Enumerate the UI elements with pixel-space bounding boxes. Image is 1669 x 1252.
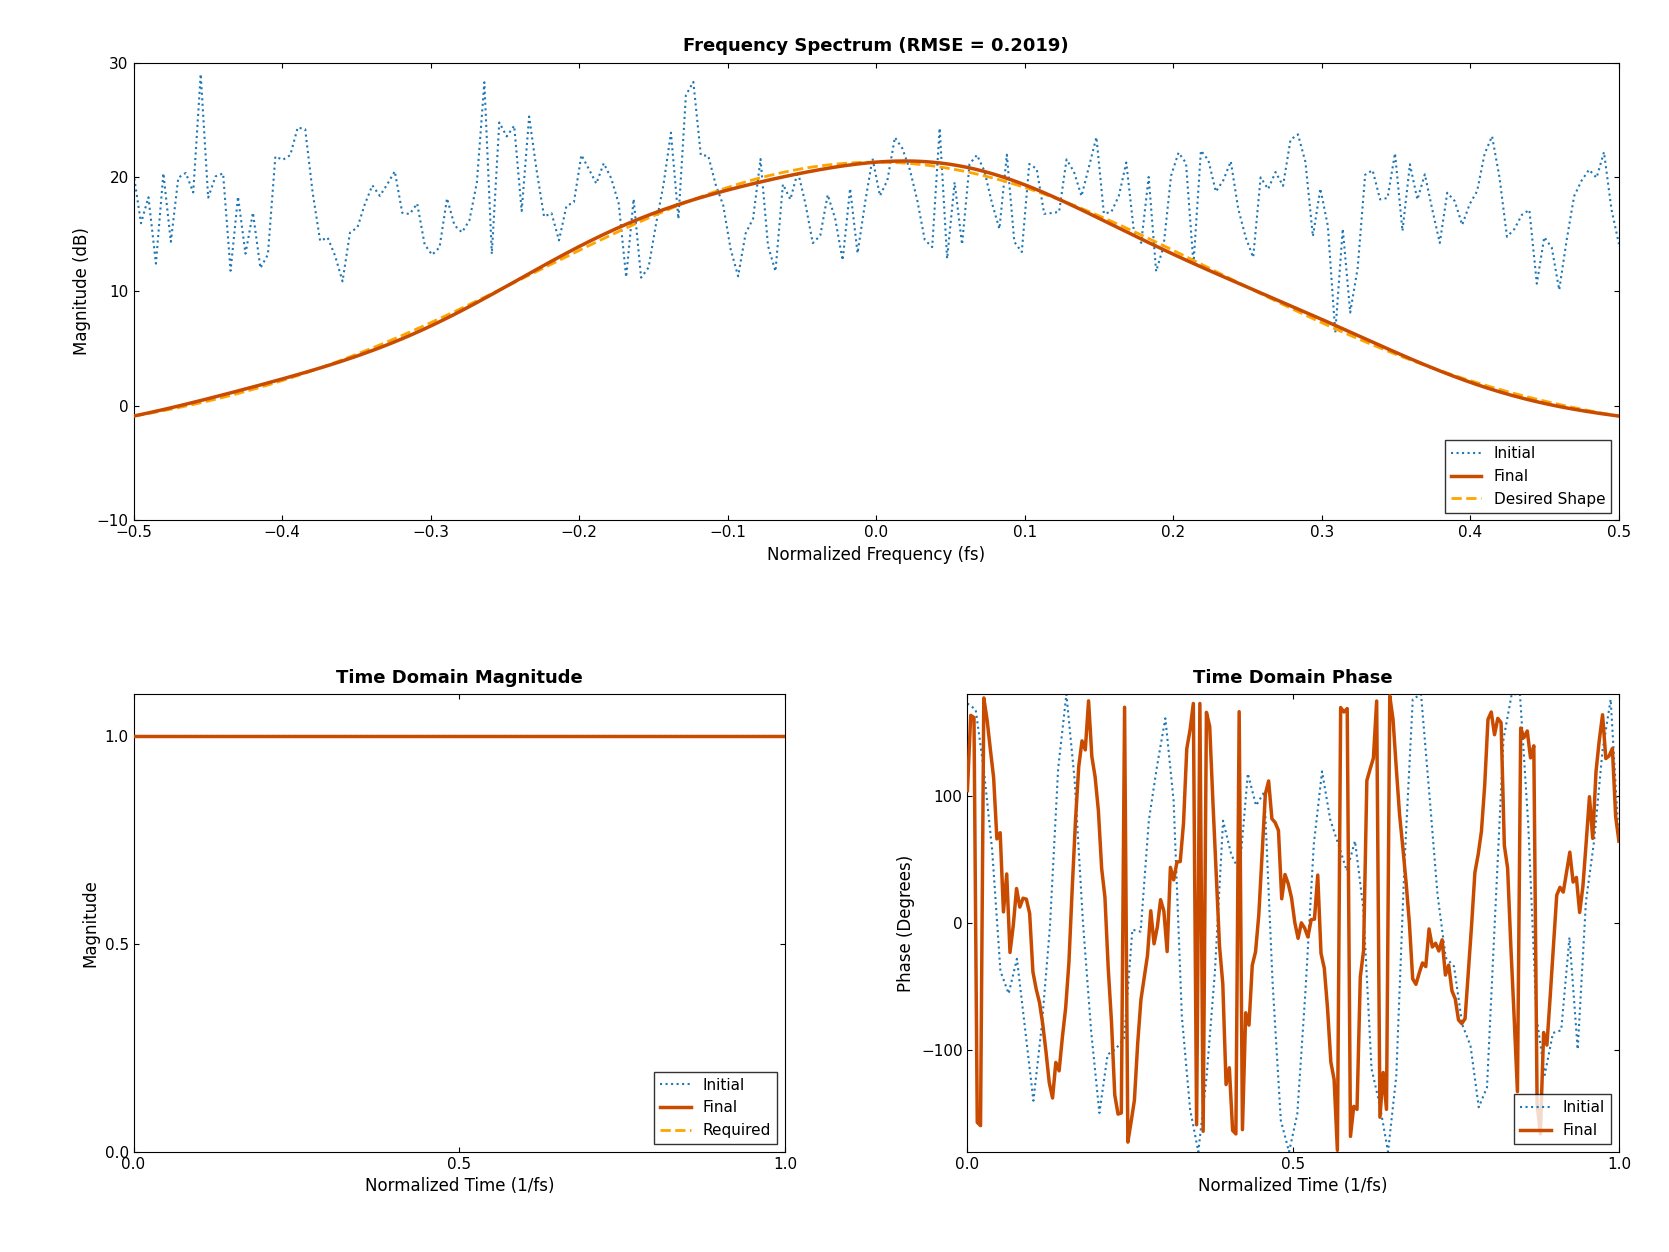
Final [1576,404,1596,419]
Final [459,729,479,744]
Required [512,729,532,744]
Initial [1609,835,1629,850]
Initial [1497,229,1517,244]
Desired Shape [829,156,850,172]
Desired Shape [865,155,885,170]
Y-axis label: Magnitude (dB): Magnitude (dB) [73,228,92,356]
Initial [743,729,763,744]
Final [1078,694,1098,709]
Initial [459,729,479,744]
X-axis label: Normalized Time (1/fs): Normalized Time (1/fs) [1198,1177,1389,1196]
Initial [723,729,743,744]
Initial [1395,855,1415,870]
Final [983,770,1003,785]
Title: Time Domain Magnitude: Time Domain Magnitude [335,669,582,687]
Desired Shape [1011,179,1031,194]
Legend: Initial, Final, Required: Initial, Final, Required [654,1072,778,1144]
Initial [1370,1098,1390,1113]
Desired Shape [1344,329,1364,344]
Final [1344,327,1364,342]
Title: Frequency Spectrum (RMSE = 0.2019): Frequency Spectrum (RMSE = 0.2019) [683,38,1070,55]
Initial [1325,326,1345,341]
Final [1380,689,1400,704]
Final [1132,992,1152,1007]
Final [774,729,794,744]
Final [829,159,850,174]
Line: Initial: Initial [968,694,1619,1152]
Final [930,155,950,170]
Initial [958,696,978,711]
Initial [190,66,210,81]
Desired Shape [1609,408,1629,423]
Initial [1551,1023,1571,1038]
Initial [1262,974,1282,989]
Required [124,729,144,744]
Final [1561,845,1581,860]
Final [1327,1143,1347,1158]
Final [1011,175,1031,190]
Required [249,729,269,744]
Required [459,729,479,744]
Required [723,729,743,744]
Initial [512,729,532,744]
Initial [1549,283,1569,298]
Line: Desired Shape: Desired Shape [134,163,1619,416]
X-axis label: Normalized Time (1/fs): Normalized Time (1/fs) [364,1177,554,1196]
Final [838,158,858,173]
Final [512,729,532,744]
Initial [1188,1144,1208,1159]
Initial [774,729,794,744]
Line: Final: Final [968,696,1619,1151]
Final [124,729,144,744]
Required [275,729,295,744]
Title: Time Domain Phase: Time Domain Phase [1193,669,1394,687]
Required [774,729,794,744]
Initial [407,197,427,212]
Initial [527,163,547,178]
Initial [1056,686,1077,701]
Final [1609,408,1629,423]
Required [743,729,763,744]
Initial [124,729,144,744]
Final [723,729,743,744]
Desired Shape [930,159,950,174]
Final [124,408,144,423]
Final [895,154,915,169]
Final [996,866,1016,881]
Initial [1362,1062,1382,1077]
Line: Final: Final [134,162,1619,416]
X-axis label: Normalized Frequency (fs): Normalized Frequency (fs) [768,546,985,563]
Final [958,782,978,798]
Desired Shape [1576,403,1596,418]
Line: Initial: Initial [134,74,1619,333]
Legend: Initial, Final, Desired Shape: Initial, Final, Desired Shape [1445,441,1611,512]
Final [275,729,295,744]
Initial [1419,785,1439,800]
Initial [1609,237,1629,252]
Desired Shape [124,408,144,423]
Initial [220,263,240,278]
Initial [275,729,295,744]
Final [1582,831,1602,846]
Initial [249,729,269,744]
Final [249,729,269,744]
Initial [184,185,204,200]
Y-axis label: Phase (Degrees): Phase (Degrees) [898,854,915,992]
Final [743,729,763,744]
Legend: Initial, Final: Initial, Final [1514,1094,1611,1144]
Initial [124,165,144,180]
Y-axis label: Magnitude: Magnitude [82,879,98,967]
Desired Shape [838,155,858,170]
Final [1609,834,1629,849]
